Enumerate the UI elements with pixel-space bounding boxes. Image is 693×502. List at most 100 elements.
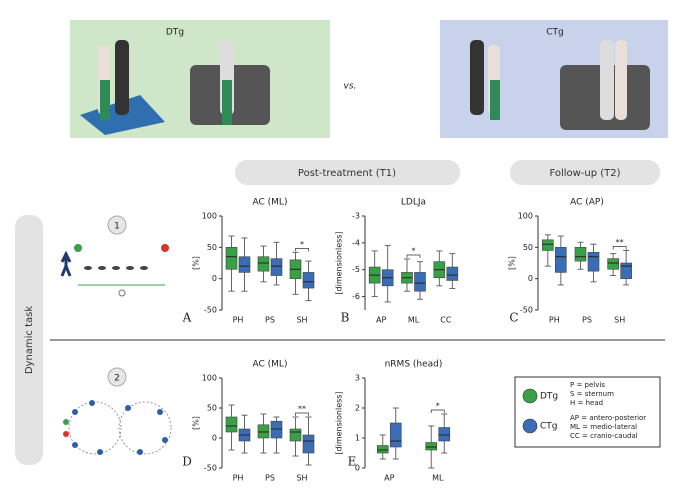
chart-title: AC (AP) <box>570 198 604 208</box>
panel-letter: D <box>182 455 192 469</box>
box <box>238 256 251 273</box>
section-label: Follow-up (T2) <box>549 168 620 179</box>
photo-label: DTg <box>166 28 184 38</box>
panel-letter: B <box>341 311 350 325</box>
y-tick-label: 1 <box>355 434 360 443</box>
chart-title: LDLJa <box>401 198 426 208</box>
y-tick-label: 50 <box>207 243 217 252</box>
task-label: Dynamic task <box>24 306 35 375</box>
significance-label: ** <box>616 238 624 247</box>
box <box>587 252 600 272</box>
y-tick-label: 0 <box>212 274 217 283</box>
legend-note: S = sternum <box>570 390 614 398</box>
task-number: 2 <box>114 374 120 384</box>
x-tick-label: PH <box>233 316 244 325</box>
chart-title: AC (ML) <box>253 198 288 208</box>
significance-bracket <box>295 412 309 416</box>
significance-bracket <box>430 409 445 413</box>
box <box>542 239 554 251</box>
task2-illustration <box>63 400 172 455</box>
y-axis-label: [%] <box>508 256 517 270</box>
legend-note: H = head <box>570 399 603 407</box>
y-tick-label: 50 <box>523 243 533 252</box>
x-tick-label: SH <box>614 316 625 325</box>
x-tick-label: AP <box>384 474 394 483</box>
box <box>574 247 587 262</box>
panel-letter: E <box>348 455 357 469</box>
y-tick-label: 50 <box>207 404 217 413</box>
box <box>225 416 238 433</box>
x-tick-label: PH <box>549 316 560 325</box>
x-tick-label: PS <box>265 474 275 483</box>
x-tick-label: PS <box>265 316 275 325</box>
legend-note: AP = antero-posterior <box>570 414 646 422</box>
significance-label: * <box>436 402 440 411</box>
box <box>425 442 438 451</box>
box <box>302 434 315 454</box>
box <box>289 428 302 442</box>
legend-note: P = pelvis <box>570 381 605 389</box>
chart-title: nRMS (head) <box>385 360 443 370</box>
significance-label: * <box>412 246 416 255</box>
x-tick-label: ML <box>432 474 444 483</box>
y-tick-label: 100 <box>202 212 217 221</box>
y-axis-label: [dimensionless] <box>335 231 344 294</box>
y-tick-label: -4 <box>352 238 360 247</box>
significance-bracket <box>295 247 309 252</box>
legend-swatch <box>522 388 538 404</box>
box <box>414 272 426 292</box>
legend-note: ML = medio-lateral <box>570 423 637 431</box>
task-badge <box>107 215 127 235</box>
box <box>389 422 402 448</box>
box <box>620 262 632 279</box>
x-tick-label: SH <box>296 316 307 325</box>
y-tick-label: 2 <box>355 404 360 413</box>
y-tick-label: 0 <box>355 464 360 473</box>
box <box>257 256 270 272</box>
significance-bracket <box>406 254 421 258</box>
y-axis-label: [%] <box>192 416 201 430</box>
x-tick-label: ML <box>408 316 420 325</box>
x-tick-label: PS <box>582 316 592 325</box>
significance-label: ** <box>298 405 306 414</box>
y-axis-label: [dimensionless] <box>335 391 344 454</box>
significance-bracket <box>612 246 627 250</box>
y-tick-label: 3 <box>355 374 360 383</box>
photo-figures <box>80 40 650 135</box>
y-tick-label: -50 <box>204 306 217 315</box>
panel-letter: C <box>509 311 518 325</box>
significance-label: * <box>300 240 304 249</box>
legend-note: CC = cranio-caudal <box>570 432 638 440</box>
y-tick-label: -50 <box>520 306 533 315</box>
chart-title: AC (ML) <box>253 360 288 370</box>
y-axis-label: [%] <box>192 256 201 270</box>
section-label: Post-treatment (T1) <box>298 168 396 179</box>
vs-label: vs. <box>344 82 357 92</box>
box <box>225 247 238 270</box>
task-pill <box>15 215 43 465</box>
y-tick-label: 100 <box>518 212 533 221</box>
section-pill <box>510 160 660 185</box>
task1-illustration <box>60 244 169 297</box>
box <box>446 266 459 281</box>
legend-swatch <box>522 418 538 434</box>
y-tick-label: -5 <box>352 265 360 274</box>
legend-label: DTg <box>540 392 558 402</box>
legend-box <box>514 376 661 448</box>
box <box>607 258 619 270</box>
y-tick-label: -50 <box>204 464 217 473</box>
x-tick-label: AP <box>376 316 386 325</box>
task-badge <box>107 367 127 387</box>
section-pill <box>235 160 460 185</box>
x-tick-label: PH <box>233 474 244 483</box>
box <box>257 424 270 439</box>
x-tick-label: SH <box>296 474 307 483</box>
legend-label: CTg <box>540 422 558 432</box>
photo-label: CTg <box>546 28 564 38</box>
box <box>270 258 283 276</box>
y-tick-label: 0 <box>528 274 533 283</box>
box <box>555 247 567 273</box>
y-tick-label: 0 <box>212 434 217 443</box>
panel-letter: A <box>182 311 192 325</box>
box <box>270 420 283 439</box>
